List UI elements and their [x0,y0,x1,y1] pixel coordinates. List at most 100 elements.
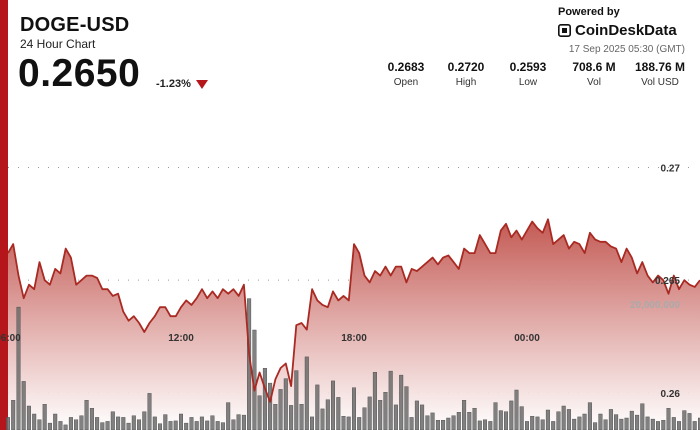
volume-bar [273,404,278,430]
volume-bar [645,416,650,430]
volume-bar [598,413,603,430]
volume-bar [661,420,666,430]
volume-bar [409,417,414,430]
down-arrow-icon [196,80,208,89]
volume-bar [142,411,147,430]
volume-bar [346,416,351,430]
volume-bar [184,422,189,430]
volume-bar [514,389,519,430]
axis-labels: 0.27 0.265 0.26 06:00 12:00 18:00 00:00 20,000,… [0,164,680,400]
volume-bar [467,412,472,430]
volume-bar [173,420,178,430]
volume-bar [582,413,587,430]
volume-bar [525,421,530,430]
volume-bar [79,415,84,430]
volume-bar [289,405,294,430]
y-tick-label: 0.265 [655,276,680,287]
volume-bar [157,423,162,430]
volume-bar [16,306,21,430]
volume-scale-label: 20,000,000 [630,300,680,311]
volume-bar [472,408,477,430]
volume-bar [399,374,404,430]
volume-bar [32,413,37,430]
volume-bar [493,402,498,430]
volume-bar [462,400,467,430]
volume-bar [126,422,131,430]
volume-bar [168,421,173,430]
volume-bar [42,404,47,430]
volume-bar [84,400,89,430]
volume-bar [540,419,545,430]
volume-bar [178,413,183,430]
volume-bar [535,416,540,430]
volume-bar [116,416,121,430]
volume-bar [257,395,262,430]
volume-bar [566,409,571,430]
volume-bar [11,400,16,430]
volume-bar [136,419,141,430]
volume-bar [692,421,697,430]
volume-bar [577,416,582,430]
volume-bar [226,402,231,430]
volume-bar [331,380,336,430]
price-line [7,218,700,403]
volume-bar [624,417,629,430]
volume-bar [310,416,315,430]
stat-value: 0.2593 [509,60,547,74]
volume-bar [304,356,309,430]
volume-bar [74,419,79,430]
stat-low: 0.2593 Low [498,60,558,88]
x-tick-label: 00:00 [514,333,540,344]
volume-bar [152,416,157,430]
stat-vol-usd: 188.76 M Vol USD [630,60,690,88]
volume-bar [383,392,388,430]
volume-bar [420,404,425,430]
symbol-title: DOGE-USD [20,14,130,36]
volume-bar [357,417,362,430]
y-tick-label: 0.26 [661,389,681,400]
volume-bar [551,421,556,430]
stat-label: Low [518,77,538,88]
volume-bar [372,372,377,430]
volume-bar [315,384,320,430]
volume-bar [561,405,566,430]
stat-label: High [455,77,477,88]
volume-bar [488,421,493,430]
accent-bar [0,0,8,430]
volume-bar [640,403,645,430]
volume-bar [388,370,393,430]
stat-value: 188.76 M [634,60,686,74]
powered-by-label: Powered by [558,6,620,18]
stat-open: 0.2683 Open [376,60,436,88]
volume-bar [163,414,168,430]
volume-bar [530,416,535,430]
volume-bar [47,422,52,430]
stat-vol: 708.6 M Vol [564,60,624,88]
volume-bar [629,410,634,430]
volume-bar [656,421,661,430]
stat-label: Vol USD [641,77,679,88]
volume-bar [294,370,299,430]
volume-bar [362,407,367,430]
volume-bar [430,412,435,430]
price-change: -1.23% [156,78,191,90]
brand-name: CoinDeskData [575,22,677,39]
volume-bar [105,421,110,430]
volume-bar [95,417,100,430]
volume-bar [677,421,682,430]
volume-bar [378,400,383,430]
volume-bar [614,414,619,430]
volume-bar [619,418,624,430]
volume-bar [414,400,419,430]
volume-bar [89,408,94,430]
volume-bar [5,417,10,430]
volume-bar [483,419,488,430]
line-layer [7,218,700,403]
volume-bar [671,417,676,430]
volume-bar [325,399,330,430]
volume-bar [498,410,503,430]
x-tick-label: 06:00 [0,333,21,344]
volume-bar [572,418,577,430]
volume-bar [68,417,73,430]
